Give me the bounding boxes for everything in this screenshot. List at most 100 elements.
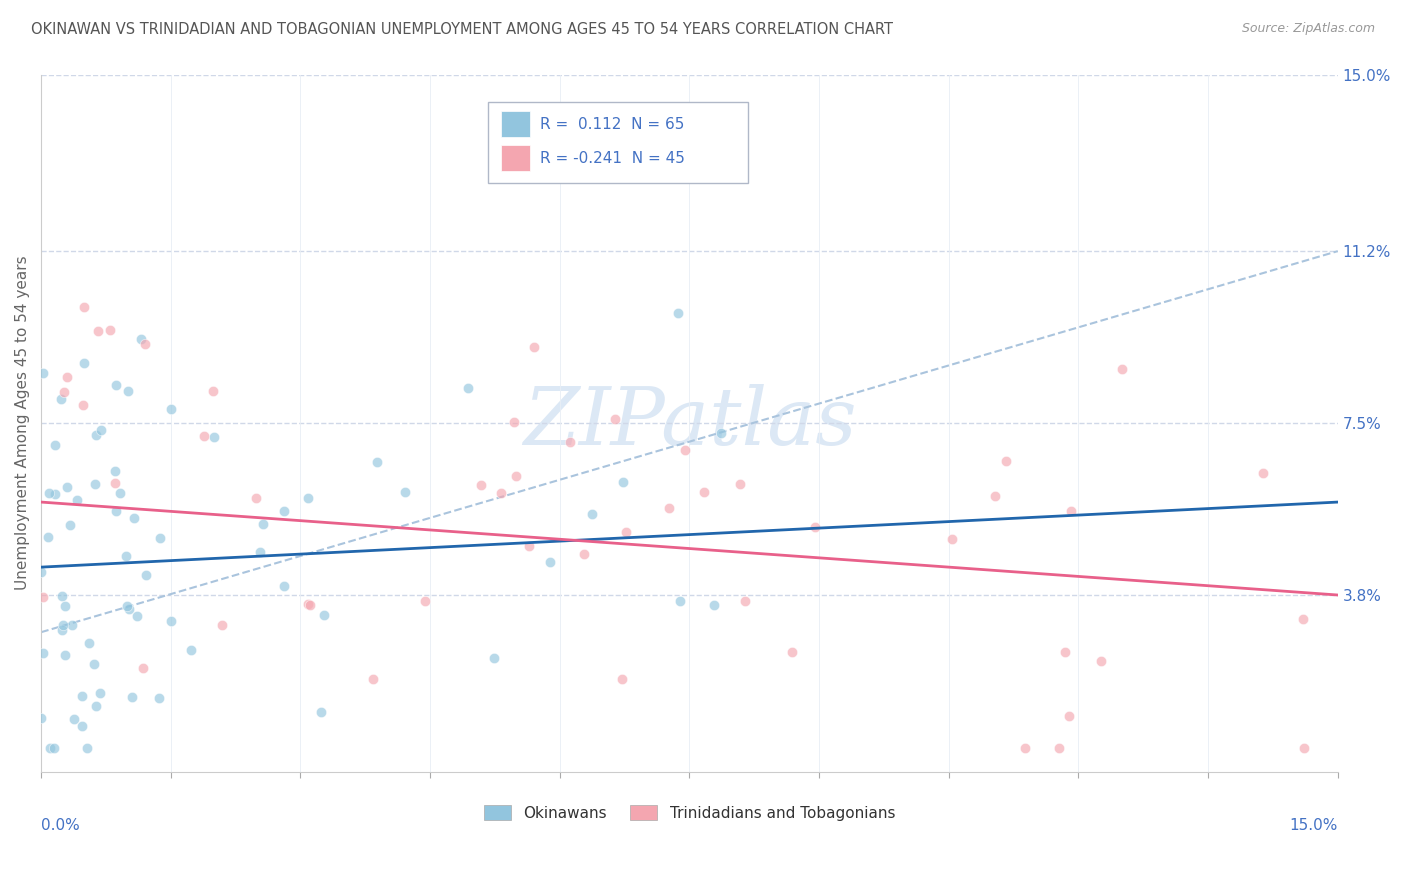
Point xyxy=(803,520,825,534)
Point xyxy=(574,548,596,562)
Point xyxy=(273,504,295,518)
Point xyxy=(612,672,634,686)
Point xyxy=(51,623,73,637)
Point xyxy=(56,369,79,384)
Point xyxy=(734,594,756,608)
Point xyxy=(134,337,156,351)
Point xyxy=(129,333,152,347)
Point xyxy=(1291,612,1313,626)
Point xyxy=(87,324,110,338)
Point xyxy=(193,429,215,443)
Point xyxy=(502,415,524,429)
Point xyxy=(297,491,319,505)
Point xyxy=(39,741,62,756)
Point xyxy=(612,475,634,490)
Point xyxy=(201,384,224,398)
Point xyxy=(1111,361,1133,376)
Point xyxy=(1054,645,1077,659)
Point xyxy=(1090,654,1112,668)
Point xyxy=(489,486,512,500)
Point xyxy=(110,485,132,500)
Point xyxy=(30,711,52,725)
Text: R = -0.241  N = 45: R = -0.241 N = 45 xyxy=(540,151,685,166)
Point xyxy=(117,384,139,398)
Point xyxy=(309,705,332,719)
Point xyxy=(77,635,100,649)
Point xyxy=(159,402,181,417)
Point xyxy=(1294,741,1316,756)
Point xyxy=(413,594,436,608)
Text: OKINAWAN VS TRINIDADIAN AND TOBAGONIAN UNEMPLOYMENT AMONG AGES 45 TO 54 YEARS CO: OKINAWAN VS TRINIDADIAN AND TOBAGONIAN U… xyxy=(31,22,893,37)
Point xyxy=(560,435,582,450)
FancyBboxPatch shape xyxy=(502,111,530,137)
Point xyxy=(62,712,84,726)
Point xyxy=(37,530,59,544)
Point xyxy=(32,646,55,660)
Point xyxy=(44,486,66,500)
Point xyxy=(693,485,716,500)
Point xyxy=(658,500,681,515)
Point xyxy=(245,491,267,505)
Point xyxy=(249,545,271,559)
Point xyxy=(666,306,689,320)
Point xyxy=(56,480,79,494)
Point xyxy=(728,477,751,491)
Point xyxy=(42,741,65,756)
Point xyxy=(361,672,384,686)
Legend: Okinawans, Trinidadians and Tobagonians: Okinawans, Trinidadians and Tobagonians xyxy=(478,798,901,827)
Point xyxy=(394,485,416,500)
Point xyxy=(297,597,319,611)
Point xyxy=(148,691,170,706)
Point xyxy=(1253,467,1275,481)
Point xyxy=(83,657,105,672)
Point xyxy=(135,568,157,582)
Point xyxy=(482,651,505,665)
Point xyxy=(89,686,111,700)
Point xyxy=(127,609,149,624)
Point xyxy=(66,492,89,507)
Point xyxy=(1047,741,1070,756)
Point xyxy=(523,340,546,354)
Point xyxy=(104,475,127,490)
Point xyxy=(31,366,53,380)
Point xyxy=(38,486,60,500)
Point xyxy=(517,539,540,553)
Point xyxy=(51,392,73,407)
Point xyxy=(605,411,627,425)
Point xyxy=(59,517,82,532)
Point xyxy=(457,381,479,395)
Point xyxy=(44,438,66,452)
Point xyxy=(149,531,172,545)
Point xyxy=(782,645,804,659)
Point xyxy=(132,661,155,675)
Point xyxy=(51,589,73,603)
Text: Source: ZipAtlas.com: Source: ZipAtlas.com xyxy=(1241,22,1375,36)
Point xyxy=(312,607,335,622)
Point xyxy=(470,478,492,492)
Point xyxy=(202,430,225,444)
Point xyxy=(70,719,93,733)
Point xyxy=(76,741,98,756)
Point xyxy=(115,549,138,563)
Text: 0.0%: 0.0% xyxy=(41,818,80,833)
Point xyxy=(105,378,128,392)
Text: ZIPatlas: ZIPatlas xyxy=(523,384,856,462)
Point xyxy=(614,525,637,540)
Point xyxy=(211,617,233,632)
Point xyxy=(73,300,96,314)
Point xyxy=(53,385,76,400)
Text: R =  0.112  N = 65: R = 0.112 N = 65 xyxy=(540,117,685,131)
Point xyxy=(115,599,138,614)
Point xyxy=(52,618,75,632)
Y-axis label: Unemployment Among Ages 45 to 54 years: Unemployment Among Ages 45 to 54 years xyxy=(15,256,30,591)
Point xyxy=(366,455,388,469)
Point xyxy=(673,442,696,457)
Point xyxy=(1014,741,1036,756)
FancyBboxPatch shape xyxy=(502,145,530,171)
Point xyxy=(105,503,128,517)
Point xyxy=(983,489,1005,503)
Point xyxy=(252,516,274,531)
Point xyxy=(84,698,107,713)
Point xyxy=(669,594,692,608)
Point xyxy=(505,469,527,483)
